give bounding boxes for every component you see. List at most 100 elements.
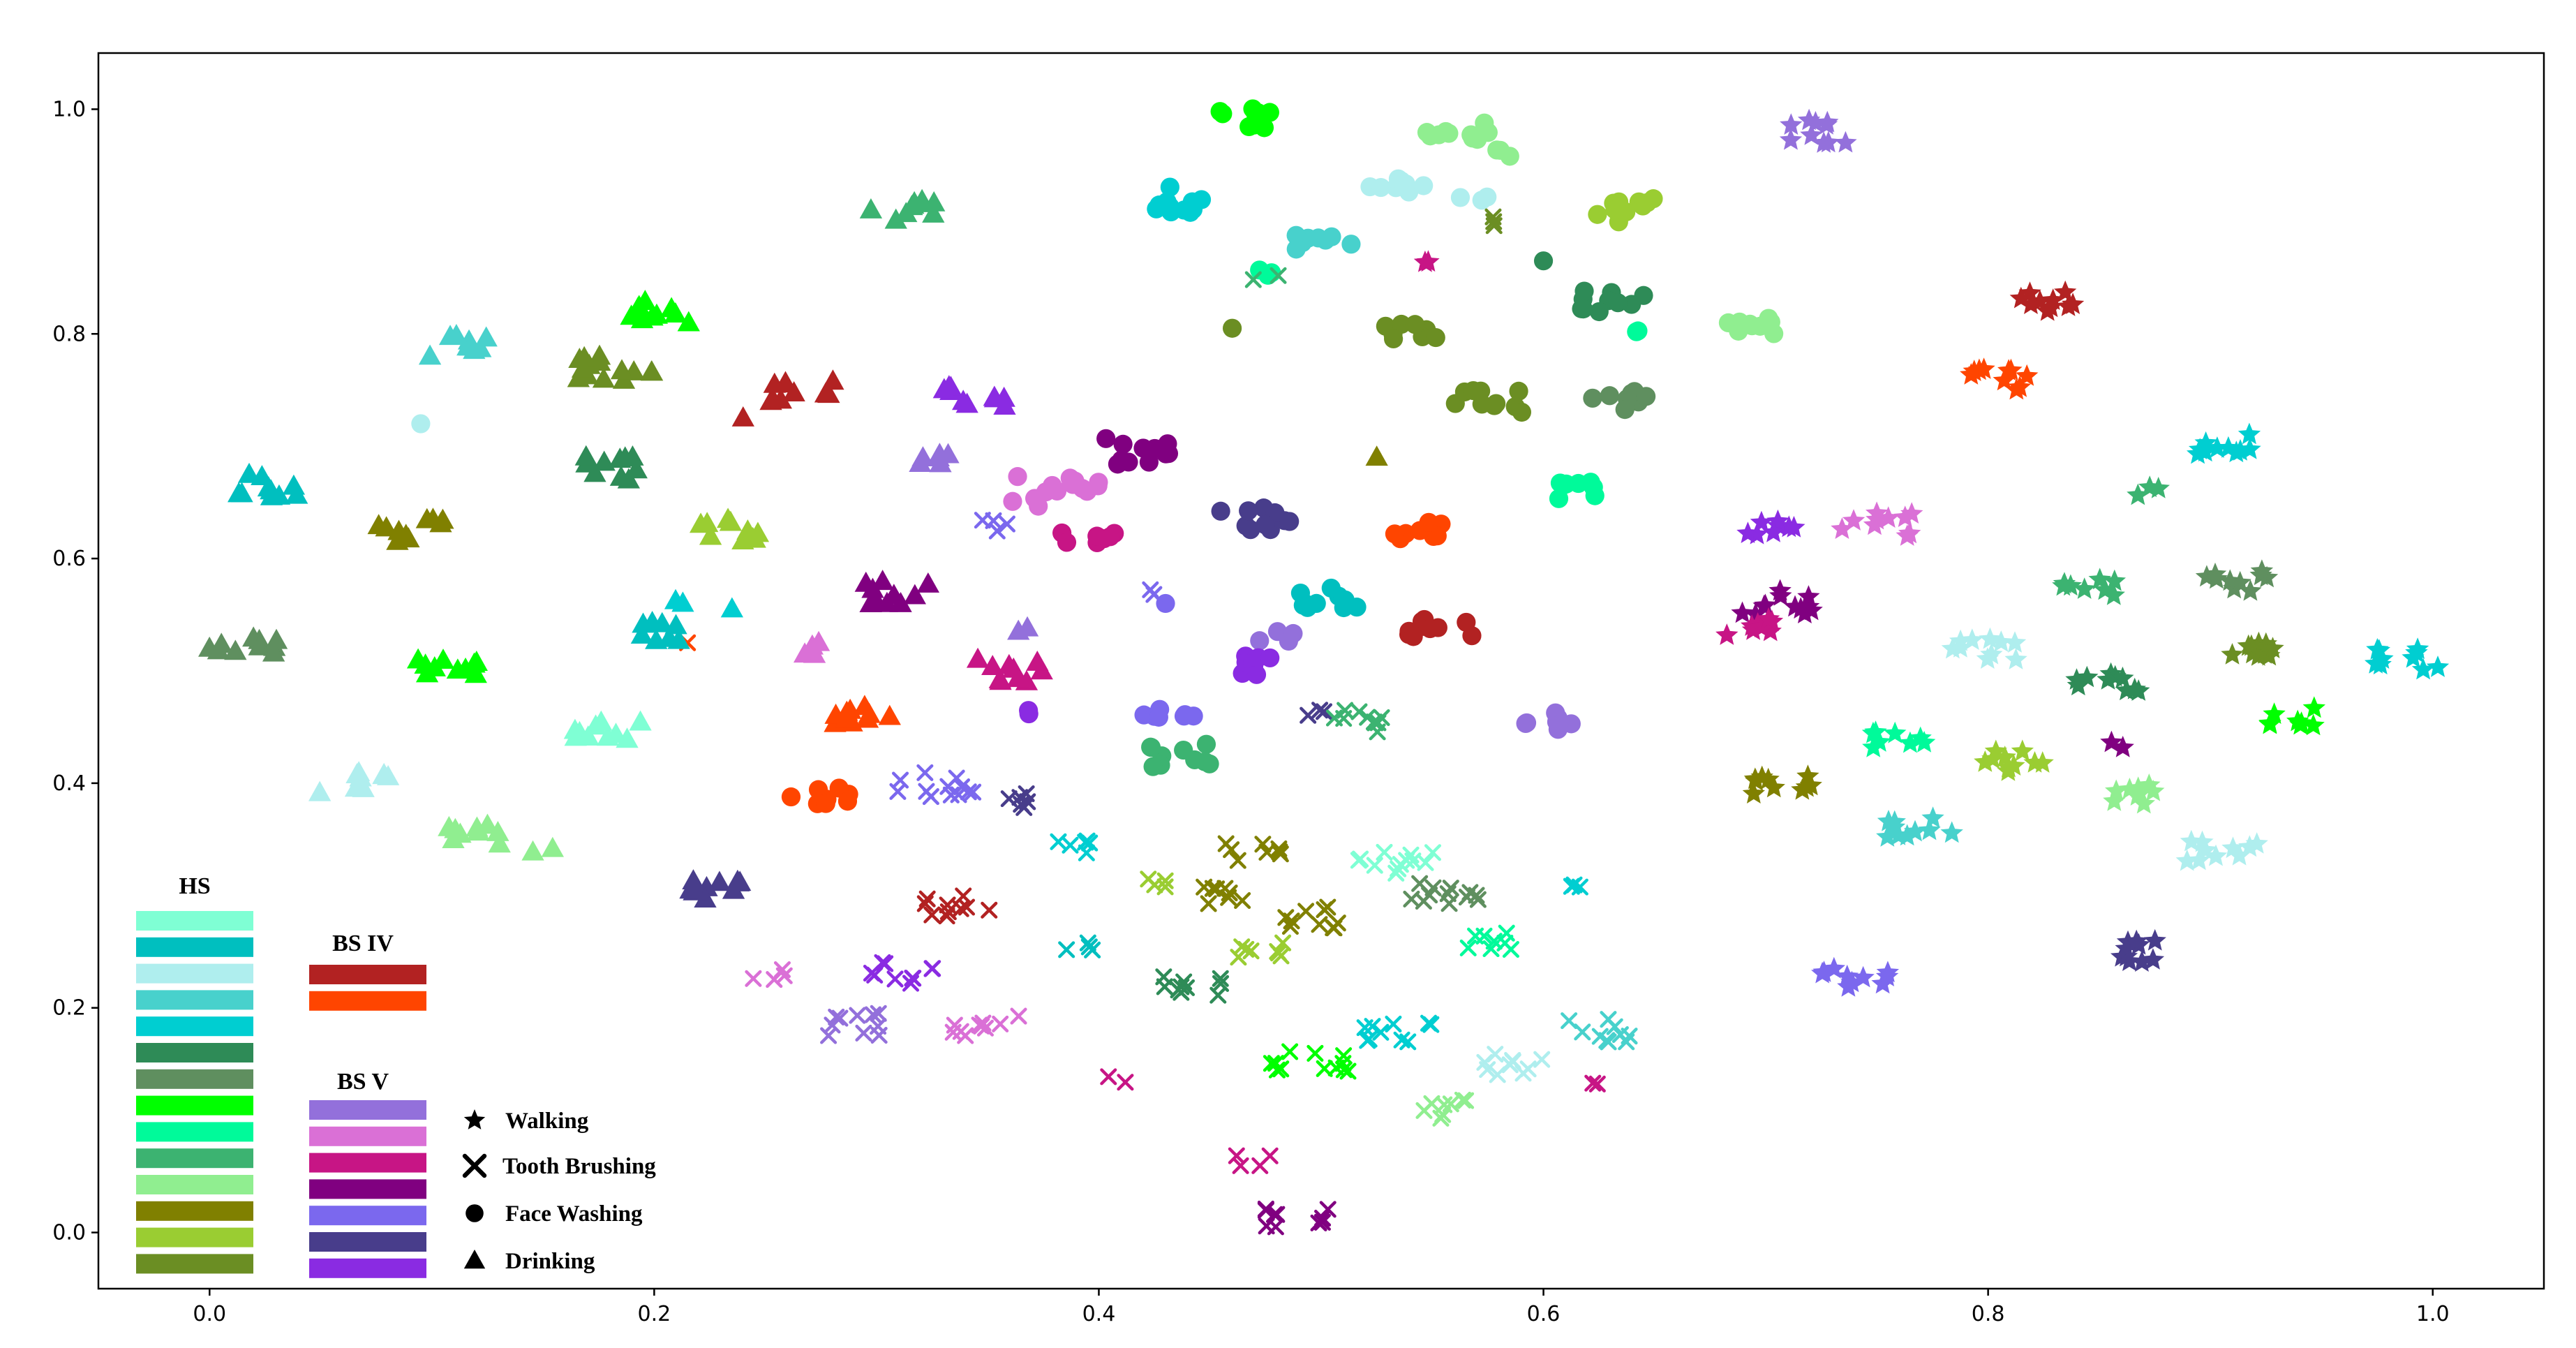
point-circle <box>1256 515 1275 535</box>
legend-marker-circle <box>466 1204 484 1222</box>
point-x <box>1223 841 1240 859</box>
point-circle <box>1490 140 1510 160</box>
point-x <box>1254 836 1272 853</box>
point-star <box>1900 502 1923 524</box>
point-triangle <box>593 450 616 471</box>
point-x <box>1385 1015 1402 1032</box>
point-x <box>1398 852 1415 869</box>
point-star <box>1903 820 1927 842</box>
x-axis: 0.0 0.2 0.4 0.6 0.8 1.0 <box>193 1289 2450 1326</box>
point-triangle <box>592 367 616 388</box>
point-x <box>870 1018 887 1035</box>
point-x <box>1272 1060 1290 1078</box>
cluster-63 <box>1325 702 1390 741</box>
point-x <box>1489 1066 1506 1083</box>
point-x <box>1270 267 1287 284</box>
point-circle <box>1450 188 1471 207</box>
point-triangle <box>859 198 883 219</box>
point-x <box>866 966 884 984</box>
point-triangle <box>966 647 990 668</box>
cluster-43 <box>1736 509 1806 545</box>
point-x <box>922 788 939 806</box>
point-triangle <box>262 641 285 662</box>
point-circle <box>1428 618 1447 637</box>
point-star <box>2205 567 2228 589</box>
legend-label: Walking <box>505 1109 589 1134</box>
point-circle <box>1112 450 1131 470</box>
y-tick-label: 0.8 <box>52 322 86 346</box>
point-star <box>1990 630 2013 652</box>
cluster-95 <box>1563 876 1588 896</box>
point-x <box>1297 903 1315 920</box>
point-x <box>1200 895 1217 912</box>
point-triangle <box>616 727 639 748</box>
cluster-83 <box>745 961 793 988</box>
cluster-54 <box>1974 739 2054 781</box>
point-x <box>1258 843 1276 861</box>
point-circle <box>1254 118 1274 138</box>
cluster-58 <box>2175 829 2268 871</box>
point-x <box>1269 942 1286 961</box>
point-triangle <box>989 669 1012 690</box>
point-x <box>1588 1075 1606 1093</box>
point-triangle <box>645 303 669 324</box>
point-circle <box>1533 251 1554 271</box>
point-triangle <box>308 780 332 801</box>
point-triangle <box>609 465 633 486</box>
point-star <box>2004 648 2027 669</box>
point-circle <box>1464 381 1483 401</box>
point-triangle <box>834 707 858 728</box>
point-star <box>1831 517 1854 539</box>
cluster-16 <box>1718 309 1784 343</box>
point-circle <box>1608 293 1628 313</box>
point-x <box>1485 213 1503 230</box>
point-circle <box>411 414 431 434</box>
y-tick-label: 0.2 <box>52 996 86 1021</box>
point-circle <box>1633 196 1653 216</box>
cluster-73 <box>1356 1014 1440 1051</box>
cluster-75 <box>1561 1011 1638 1051</box>
point-x <box>864 1006 881 1023</box>
point-x <box>1504 1052 1521 1069</box>
cluster-10 <box>1413 250 1440 272</box>
point-star <box>1972 357 1995 379</box>
point-circle <box>1636 387 1656 406</box>
point-star <box>1800 124 1823 145</box>
legend-swatch <box>136 911 253 931</box>
point-x <box>775 967 793 984</box>
cluster-120 <box>720 597 744 618</box>
point-x <box>965 783 982 801</box>
point-circle <box>1589 302 1609 322</box>
cluster-47 <box>1715 607 1784 645</box>
point-triangle <box>878 704 901 725</box>
point-triangle <box>997 653 1020 674</box>
point-star <box>1980 642 2003 665</box>
cluster-79 <box>1228 1147 1279 1174</box>
point-star <box>2258 712 2281 734</box>
cluster-61 <box>2100 730 2134 757</box>
point-circle <box>1399 182 1419 202</box>
legend-swatch <box>136 1254 253 1274</box>
cluster-121 <box>1007 616 1039 640</box>
cluster-77 <box>1584 1074 1606 1093</box>
point-triangle <box>418 344 442 365</box>
point-x <box>1533 1051 1551 1068</box>
point-circle <box>781 787 801 807</box>
point-star <box>2263 702 2286 724</box>
point-x <box>1584 1074 1602 1092</box>
point-circle <box>1057 533 1077 552</box>
cluster-64 <box>1350 843 1441 882</box>
point-triangle <box>574 445 597 466</box>
point-triangle <box>237 462 261 483</box>
point-star <box>1783 595 1807 617</box>
point-x <box>902 975 920 992</box>
point-circle <box>1548 720 1568 739</box>
point-x <box>1387 864 1405 882</box>
point-circle <box>1143 757 1163 776</box>
point-star <box>2100 730 2123 753</box>
legend: HS BS IV BS V Walking Tooth Brushing Face Was… <box>136 873 656 1278</box>
point-star <box>2019 292 2043 314</box>
point-triangle <box>267 484 291 505</box>
point-x <box>1156 872 1174 889</box>
point-x <box>1155 968 1172 986</box>
